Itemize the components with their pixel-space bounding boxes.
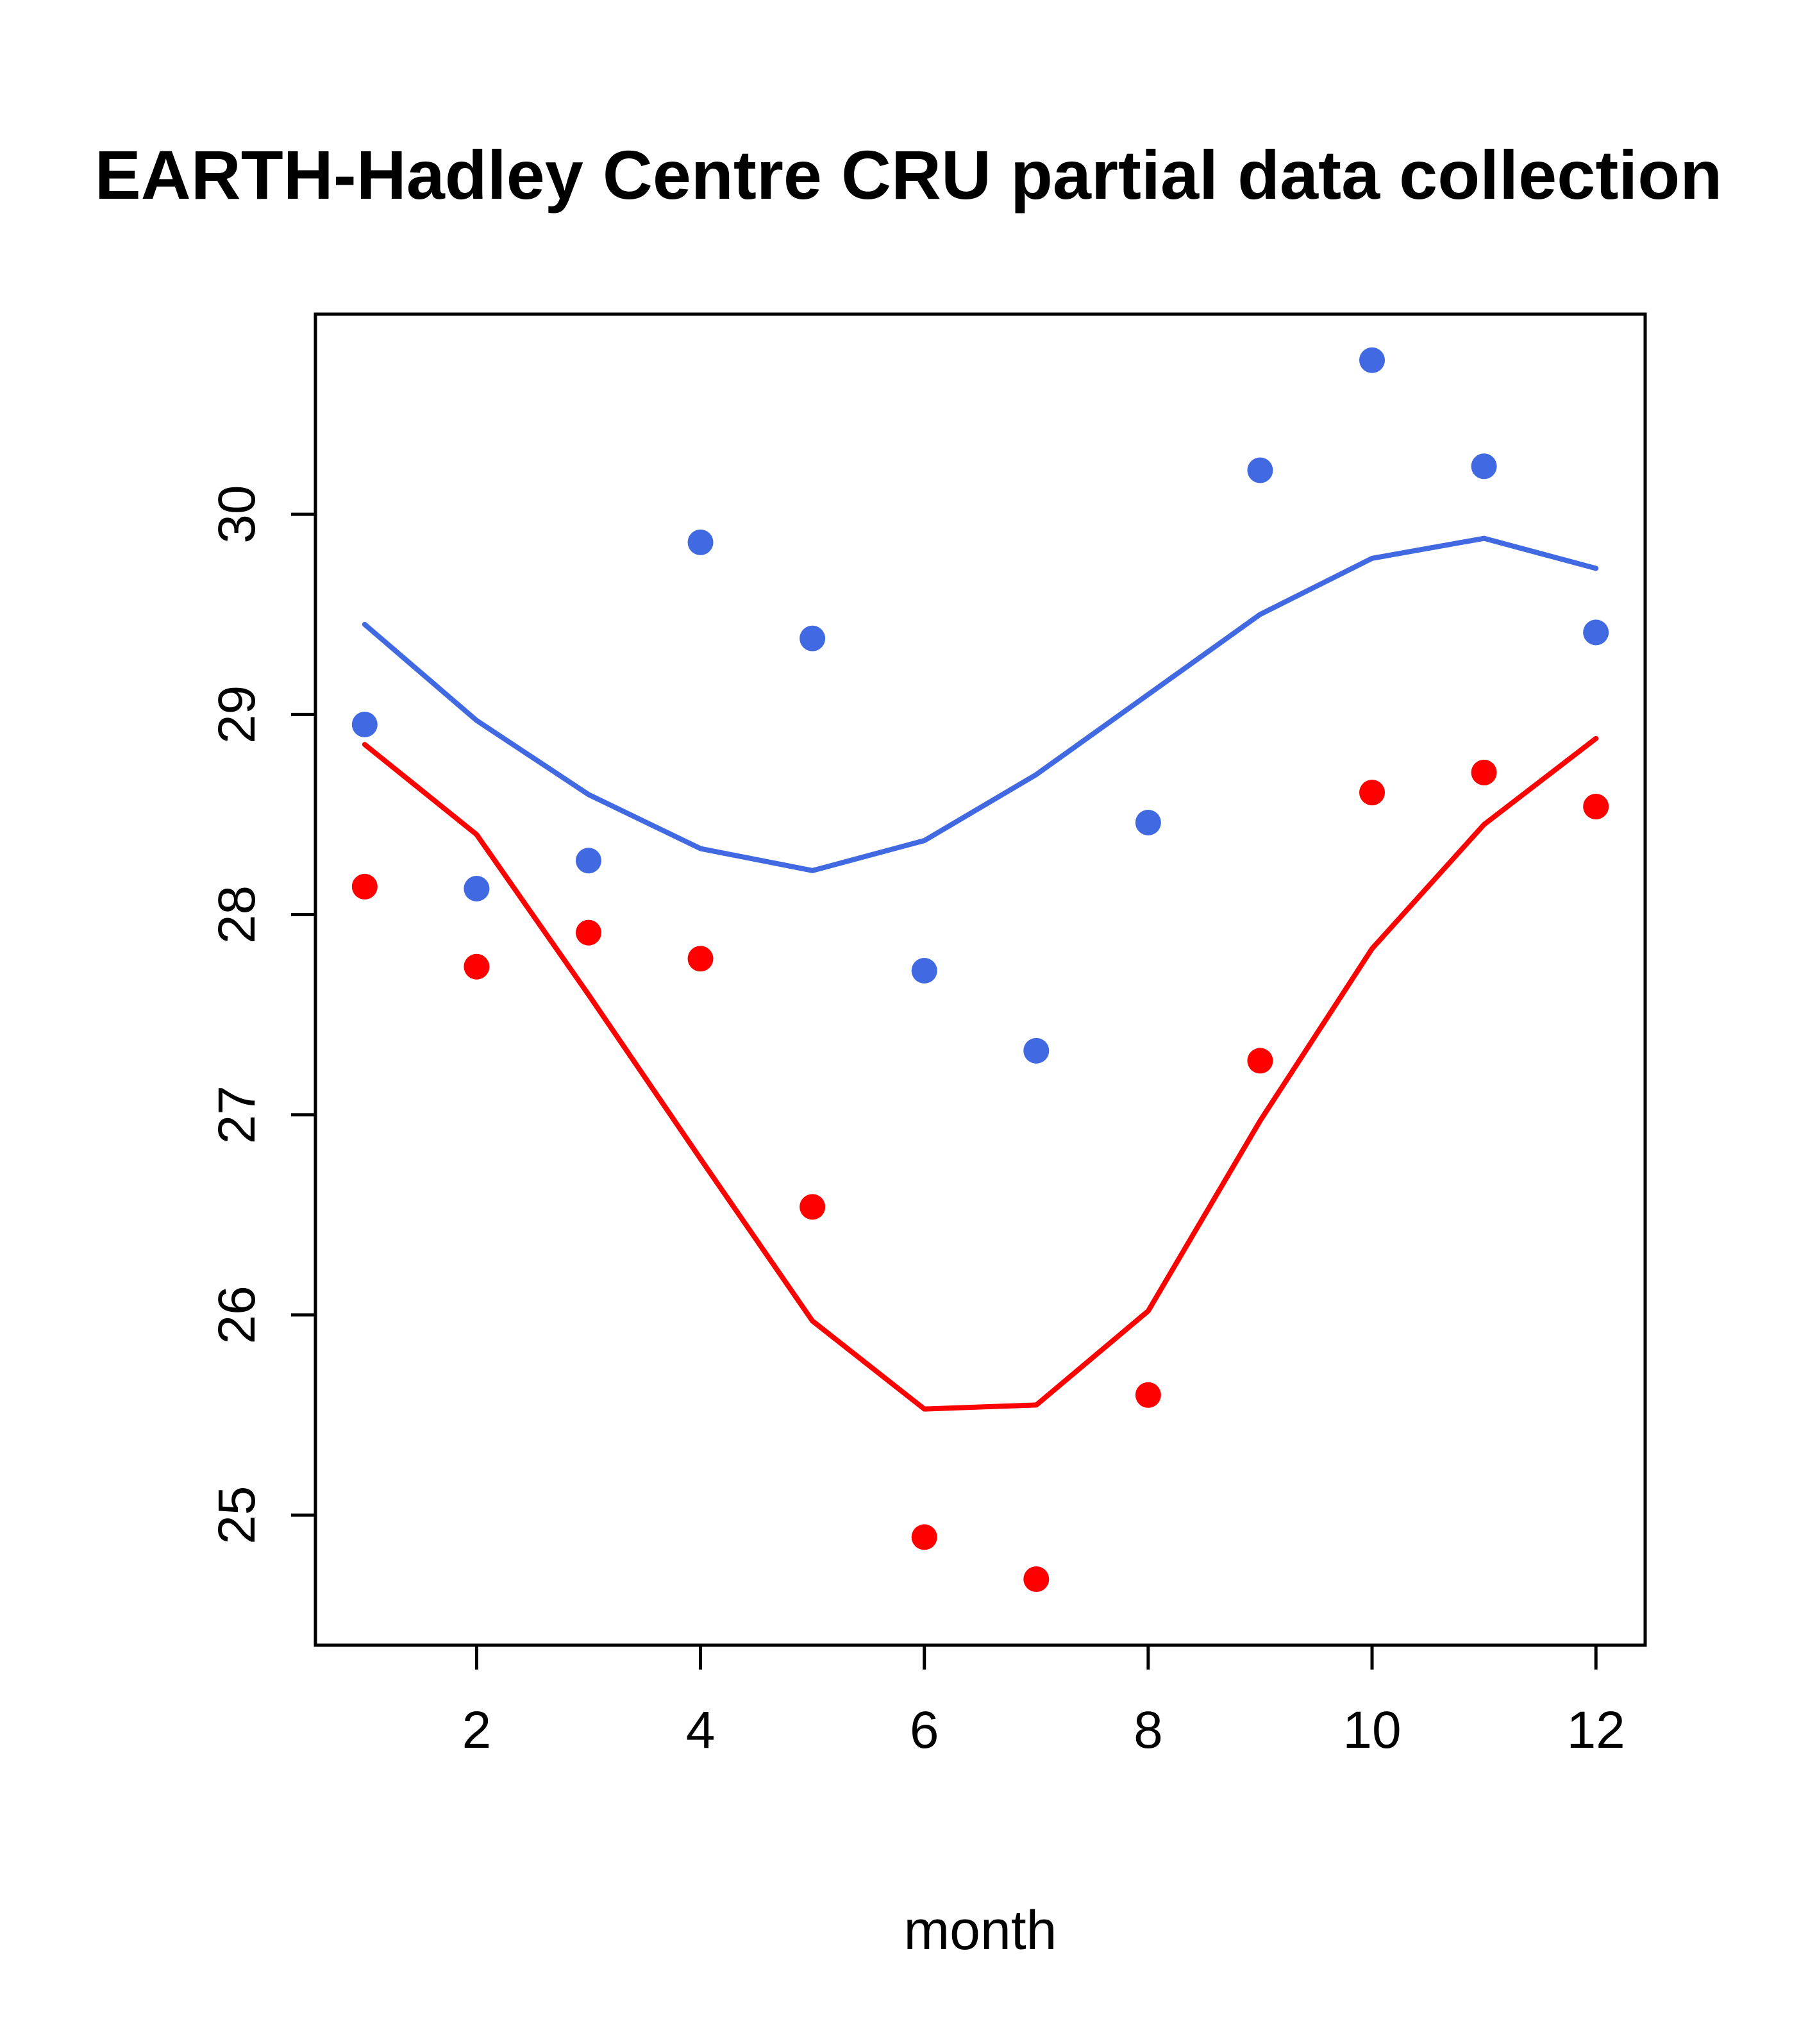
x-tick-label: 12: [1567, 1701, 1625, 1759]
blue-points-marker: [575, 848, 601, 874]
blue-points-marker: [1023, 1037, 1050, 1064]
x-axis-label: month: [903, 1900, 1057, 1961]
red-points-marker: [687, 946, 714, 972]
blue-points-marker: [687, 529, 714, 555]
chart-title: EARTH-Hadley Centre CRU partial data col…: [95, 136, 1722, 214]
series-layer: [351, 347, 1609, 1592]
x-tick-label: 2: [462, 1701, 492, 1759]
y-tick-label: 26: [208, 1286, 266, 1344]
y-tick-label: 27: [208, 1085, 266, 1144]
blue-line: [362, 535, 1599, 873]
y-tick-label: 29: [208, 685, 266, 744]
x-tick-label: 10: [1343, 1701, 1401, 1759]
x-tick-label: 8: [1134, 1701, 1163, 1759]
red-points-marker: [464, 953, 490, 980]
red-points-marker: [800, 1194, 826, 1220]
blue-points-marker: [351, 711, 378, 737]
red-points-marker: [911, 1524, 937, 1550]
red-points-marker: [1471, 759, 1497, 785]
red-points-marker: [351, 873, 378, 900]
y-tick-label: 25: [208, 1486, 266, 1544]
red-points-marker: [1359, 780, 1386, 806]
blue-points-marker: [1359, 347, 1386, 373]
red-points-marker: [1247, 1048, 1273, 1074]
y-tick-label: 28: [208, 885, 266, 944]
red-points-marker: [1135, 1382, 1161, 1408]
blue-points-marker: [1135, 809, 1161, 835]
blue-points-marker: [1247, 457, 1273, 483]
x-tick-label: 6: [910, 1701, 939, 1759]
blue-points-marker: [1471, 453, 1497, 480]
red-points-marker: [1583, 793, 1609, 819]
blue-points-marker: [911, 957, 937, 984]
blue-points-marker: [800, 625, 826, 651]
red-line: [362, 735, 1599, 1412]
red-points-marker: [575, 919, 601, 946]
red-points-marker: [1023, 1566, 1050, 1592]
x-tick-label: 4: [686, 1701, 716, 1759]
blue-points-marker: [464, 875, 490, 901]
axes-layer: 2 4 6 8 10 12 25 26 27 28 29 30: [208, 485, 1625, 1759]
y-tick-label: 30: [208, 485, 266, 544]
blue-points-marker: [1583, 619, 1609, 646]
plot-border: [314, 312, 1647, 1647]
